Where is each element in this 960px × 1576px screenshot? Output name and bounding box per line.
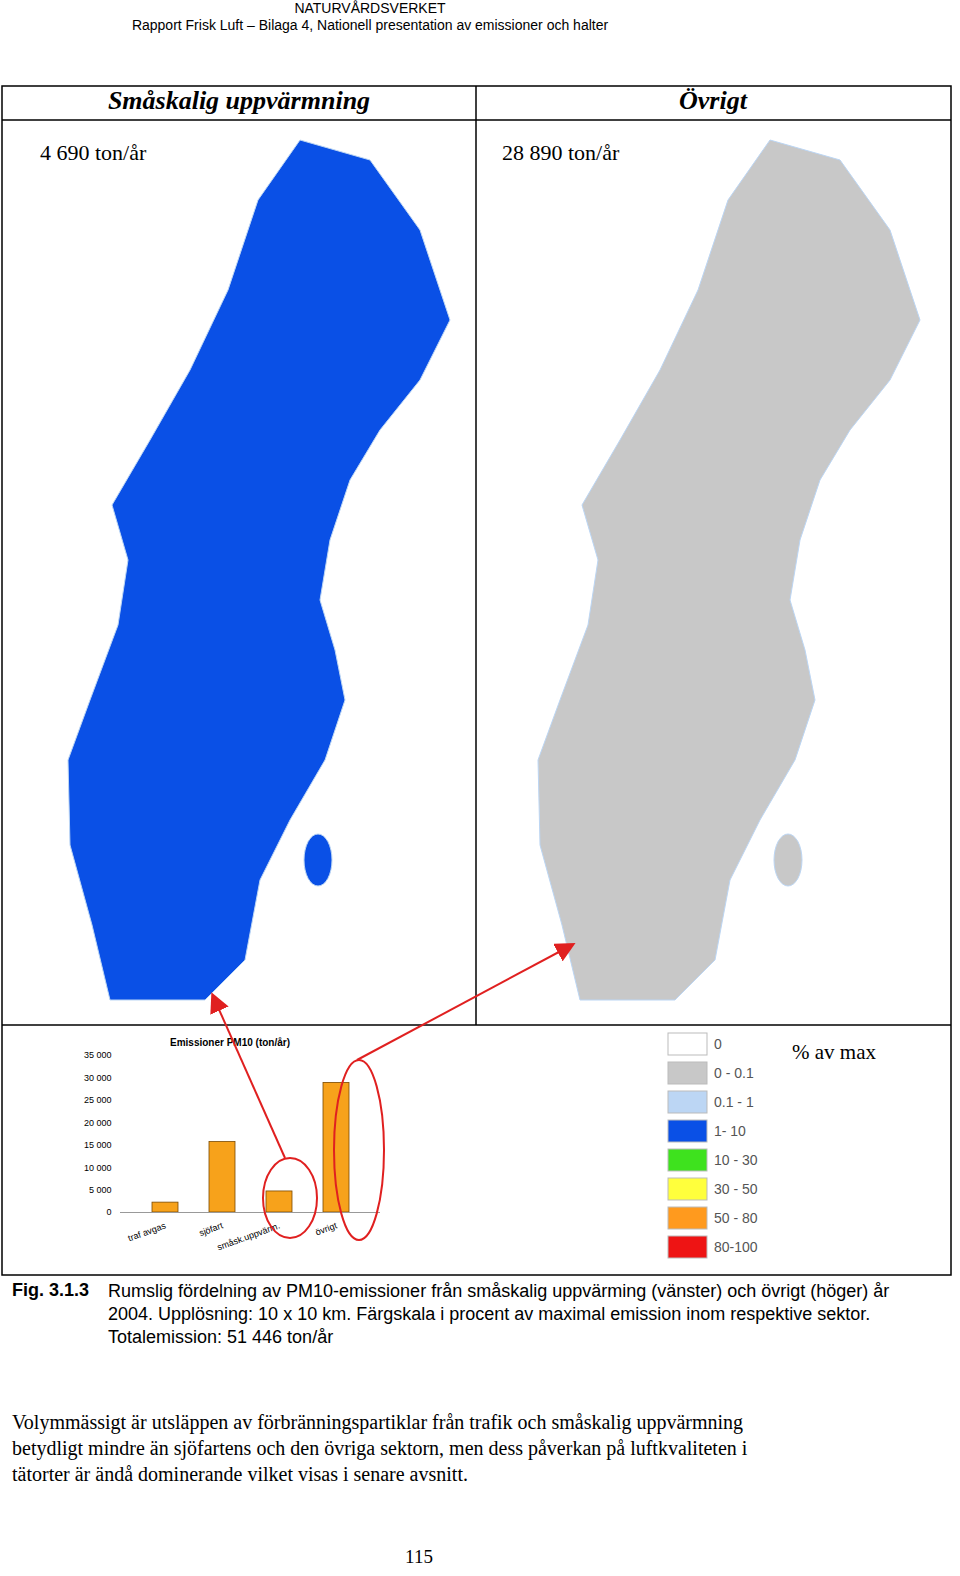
html-text:50 - 80: 50 - 80: [714, 1210, 758, 1226]
svg-text:5 000: 5 000: [89, 1185, 112, 1195]
svg-text:traf avgas: traf avgas: [127, 1220, 168, 1243]
html-text:Fig. 3.1.3: Fig. 3.1.3: [12, 1280, 89, 1300]
svg-text:35 000: 35 000: [84, 1050, 112, 1060]
svg-text:10 000: 10 000: [84, 1163, 112, 1173]
html-text:4 690 ton/år: 4 690 ton/år: [40, 140, 147, 165]
html-text:NATURVÅRDSVERKET: NATURVÅRDSVERKET: [294, 0, 446, 16]
html-text:0: 0: [714, 1036, 722, 1052]
html-text:Rapport Frisk Luft – Bilaga 4,: Rapport Frisk Luft – Bilaga 4, Nationell…: [131, 17, 609, 33]
html-text:0.1 - 1: 0.1 - 1: [714, 1094, 754, 1110]
svg-text:sjöfart: sjöfart: [198, 1220, 225, 1238]
html-text:1- 10: 1- 10: [714, 1123, 746, 1139]
html-text:80-100: 80-100: [714, 1239, 758, 1255]
html-text:Övrigt: Övrigt: [679, 86, 747, 115]
svg-text:0: 0: [106, 1207, 111, 1217]
html-text:28 890 ton/år: 28 890 ton/år: [502, 140, 620, 165]
svg-text:20 000: 20 000: [84, 1118, 112, 1128]
svg-text:30 000: 30 000: [84, 1073, 112, 1083]
html-text:115: 115: [405, 1546, 433, 1567]
svg-text:småsk.uppvärm.: småsk.uppvärm.: [216, 1220, 281, 1252]
svg-text:15 000: 15 000: [84, 1140, 112, 1150]
html-text:0 - 0.1: 0 - 0.1: [714, 1065, 754, 1081]
html-text:Emissioner PM10 (ton/år): Emissioner PM10 (ton/år): [170, 1037, 290, 1048]
svg-text:25 000: 25 000: [84, 1095, 112, 1105]
html-text:30 - 50: 30 - 50: [714, 1181, 758, 1197]
html-text:% av max: % av max: [792, 1040, 876, 1064]
svg-text:övrigt: övrigt: [314, 1220, 339, 1237]
html-text:Småskalig uppvärmning: Småskalig uppvärmning: [107, 86, 371, 115]
html-text:Volymmässigt är utsläppen av f: Volymmässigt är utsläppen av förbränning…: [12, 1411, 748, 1485]
html-text:Rumslig fördelning av PM10-emi: Rumslig fördelning av PM10-emissioner fr…: [108, 1281, 890, 1347]
html-text:10 - 30: 10 - 30: [714, 1152, 758, 1168]
